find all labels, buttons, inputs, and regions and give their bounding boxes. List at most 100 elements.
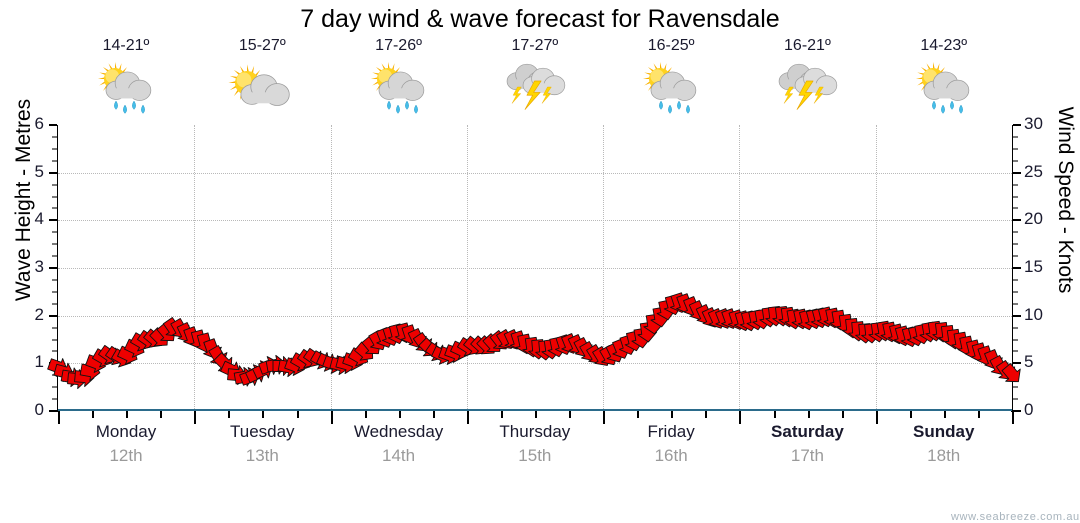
x-tick-day	[1012, 411, 1014, 424]
right-tick-label: 10	[1024, 304, 1043, 324]
x-tick-6h	[841, 411, 844, 418]
x-tick-6h	[92, 411, 95, 418]
gridline-day-divider	[194, 125, 196, 411]
left-tick	[49, 171, 57, 174]
gridline-day-divider	[739, 125, 741, 411]
right-tick	[1013, 314, 1021, 317]
x-tick-6h	[432, 411, 435, 418]
temperature-range: 16-25º	[647, 37, 695, 54]
right-minor-tick	[1013, 231, 1018, 234]
left-tick	[49, 314, 57, 317]
day-label-saturday: Saturday 17th	[739, 420, 875, 468]
day-label-tuesday: Tuesday 13th	[194, 420, 330, 468]
cloud-thunderstorm-icon	[770, 57, 844, 119]
x-tick-6h	[535, 411, 537, 418]
right-minor-tick	[1013, 207, 1018, 210]
left-minor-tick	[52, 207, 57, 210]
day-date: 17th	[790, 446, 824, 465]
right-minor-tick	[1013, 278, 1018, 281]
right-minor-tick	[1013, 135, 1018, 138]
temperature-range: 14-21º	[102, 37, 150, 54]
sun-cloud-rain-icon	[634, 57, 708, 119]
x-tick-day	[603, 411, 606, 424]
temperature-range: 16-21º	[784, 37, 831, 54]
right-minor-tick	[1013, 183, 1018, 186]
left-tick	[49, 410, 57, 412]
x-tick-6h	[228, 411, 231, 418]
left-minor-tick	[52, 195, 57, 198]
left-tick-label: 4	[34, 209, 44, 229]
cloud-thunderstorm-icon	[498, 57, 572, 119]
left-minor-tick	[52, 135, 57, 138]
left-tick-label: 2	[34, 304, 44, 324]
left-tick-label: 0	[34, 400, 44, 419]
left-tick	[49, 124, 57, 126]
left-minor-tick	[52, 278, 57, 281]
left-tick-label: 5	[34, 161, 44, 181]
plot-baseline	[58, 409, 1012, 411]
x-tick-6h	[773, 411, 776, 418]
right-tick	[1013, 267, 1021, 269]
day-date: 12th	[109, 446, 143, 465]
right-minor-tick	[1013, 386, 1018, 389]
x-tick-6h	[671, 411, 674, 418]
left-tick-label: 1	[34, 352, 44, 372]
x-tick-6h	[126, 411, 129, 418]
day-header-monday: 14-21º	[58, 36, 194, 122]
sun-cloud-rain-icon	[362, 57, 436, 119]
left-minor-tick	[52, 290, 57, 293]
day-date: 16th	[654, 446, 688, 465]
day-label-sunday: Sunday 18th	[876, 420, 1012, 468]
temperature-range: 17-27º	[511, 37, 559, 54]
chart-root: 7 day wind & wave forecast for Ravensdal…	[12, 5, 1079, 523]
sun-cloud-icon	[225, 57, 299, 119]
day-header-sunday: 14-23º	[876, 36, 1012, 122]
left-minor-tick	[52, 231, 57, 234]
left-minor-tick	[52, 350, 57, 353]
x-tick-6h	[262, 411, 265, 418]
x-tick-6h	[398, 411, 401, 418]
right-minor-tick	[1013, 338, 1018, 341]
day-date: 18th	[927, 446, 961, 465]
right-tick	[1013, 219, 1021, 222]
right-minor-tick	[1013, 302, 1018, 305]
right-minor-tick	[1013, 290, 1018, 293]
right-tick-label: 25	[1024, 161, 1043, 181]
gridline-day-divider	[603, 125, 605, 411]
x-tick-6h	[807, 411, 810, 418]
left-minor-tick	[52, 326, 57, 329]
day-name: Thursday	[499, 422, 571, 441]
x-tick-day	[194, 411, 197, 424]
temperature-range: 15-27º	[238, 37, 286, 54]
x-tick-day	[58, 411, 60, 424]
gridline-horizontal	[58, 315, 1012, 317]
day-name: Friday	[647, 422, 695, 441]
x-tick-6h	[296, 411, 299, 418]
x-axis-day-labels: Monday 12th Tuesday 13th Wednesday 14th Thu…	[58, 420, 1012, 475]
temperature-range: 14-23º	[920, 37, 968, 54]
x-tick-6h	[500, 411, 503, 418]
day-header-friday: 16-25º	[603, 36, 739, 122]
right-minor-tick	[1013, 147, 1018, 150]
x-tick-day	[466, 411, 469, 424]
x-tick-6h	[943, 411, 946, 418]
right-tick-label: 0	[1024, 400, 1034, 419]
right-axis-spine	[1011, 125, 1013, 412]
day-header-saturday: 16-21º	[739, 36, 875, 122]
left-minor-tick	[52, 255, 57, 258]
x-tick-6h	[705, 411, 708, 418]
x-tick-6h	[977, 411, 980, 418]
right-minor-tick	[1013, 255, 1018, 258]
x-tick-day	[739, 411, 742, 424]
left-tick	[49, 219, 57, 222]
day-header-strip: 14-21º 15-27º 17-26º 17-27º 16-25º	[58, 36, 1012, 122]
left-axis-title: Wave Height - Metres	[12, 98, 35, 302]
right-tick-label: 15	[1024, 257, 1043, 276]
right-minor-tick	[1013, 398, 1018, 401]
right-minor-tick	[1013, 350, 1018, 353]
right-minor-tick	[1013, 326, 1018, 329]
x-axis-ticks	[58, 411, 1014, 425]
left-minor-tick	[52, 338, 57, 341]
day-label-thursday: Thursday 15th	[467, 420, 603, 468]
x-tick-day	[330, 411, 333, 424]
